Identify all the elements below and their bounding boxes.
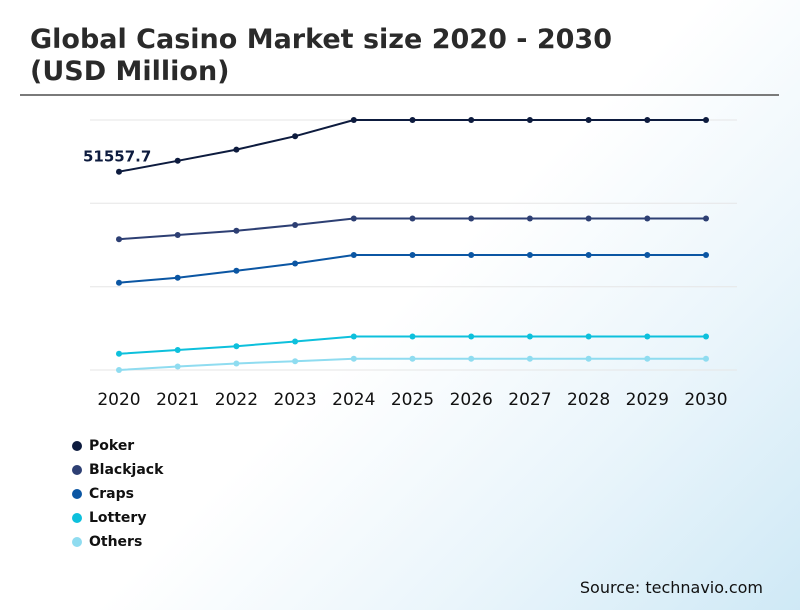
x-tick-label: 2027 xyxy=(508,390,551,410)
chart-legend: Poker Blackjack Craps Lottery Others xyxy=(72,434,163,554)
data-point-blackjack xyxy=(585,215,592,222)
data-point-craps xyxy=(703,252,709,258)
x-tick-label: 2021 xyxy=(156,390,199,410)
legend-item-poker: Poker xyxy=(72,434,163,458)
data-point-poker xyxy=(644,117,651,123)
data-point-craps xyxy=(292,260,299,267)
data-point-craps xyxy=(468,252,475,258)
data-point-lottery xyxy=(174,347,181,353)
data-point-craps xyxy=(526,252,533,258)
data-point-lottery xyxy=(292,338,299,345)
x-tick-label: 2023 xyxy=(273,390,316,410)
legend-swatch xyxy=(72,537,82,547)
data-point-others xyxy=(174,363,181,370)
data-point-lottery xyxy=(703,333,709,340)
data-point-blackjack xyxy=(703,215,709,222)
legend-item-craps: Craps xyxy=(72,482,163,506)
data-point-lottery xyxy=(116,350,122,357)
data-point-blackjack xyxy=(468,215,475,222)
data-point-poker xyxy=(585,117,592,123)
data-point-blackjack xyxy=(350,215,357,222)
data-point-craps xyxy=(585,252,592,258)
data-point-poker xyxy=(292,133,299,140)
data-label: 51557.7 xyxy=(83,148,151,166)
series-line-poker xyxy=(118,119,706,173)
data-point-poker xyxy=(468,117,475,123)
data-point-lottery xyxy=(526,333,533,340)
data-point-poker xyxy=(526,117,533,123)
data-point-blackjack xyxy=(409,215,416,222)
data-point-poker xyxy=(233,146,240,153)
data-point-blackjack xyxy=(526,215,533,222)
data-point-lottery xyxy=(233,343,240,350)
data-point-blackjack xyxy=(116,236,122,243)
data-point-others xyxy=(644,355,651,362)
data-point-blackjack xyxy=(644,215,651,222)
x-tick-label: 2026 xyxy=(450,390,493,410)
data-point-others xyxy=(233,360,240,367)
legend-label: Lottery xyxy=(89,510,147,526)
data-point-others xyxy=(585,355,592,362)
legend-item-others: Others xyxy=(72,530,163,554)
legend-swatch xyxy=(72,513,82,523)
x-tick-label: 2020 xyxy=(97,390,140,410)
data-point-blackjack xyxy=(292,222,299,228)
x-tick-label: 2024 xyxy=(332,390,375,410)
source-credit: Source: technavio.com xyxy=(579,578,763,597)
line-chart: 2020 2021 2022 2023 2024 2025 2026 2027 2028 2029… xyxy=(83,117,737,410)
legend-swatch xyxy=(72,441,82,451)
x-tick-label: 2022 xyxy=(215,390,258,410)
x-tick-label: 2025 xyxy=(391,390,434,410)
data-point-craps xyxy=(116,279,122,286)
data-point-craps xyxy=(233,267,240,274)
legend-swatch xyxy=(72,489,82,499)
data-point-craps xyxy=(644,252,651,258)
data-point-blackjack xyxy=(233,227,240,234)
data-point-lottery xyxy=(409,333,416,340)
data-point-others xyxy=(292,358,299,365)
x-tick-label: 2029 xyxy=(626,390,669,410)
data-point-poker xyxy=(409,117,416,123)
data-point-craps xyxy=(350,252,357,258)
data-point-others xyxy=(526,355,533,362)
data-point-others xyxy=(468,355,475,362)
legend-label: Blackjack xyxy=(89,462,164,478)
data-point-lottery xyxy=(468,333,475,340)
legend-label: Craps xyxy=(89,486,134,502)
title-divider xyxy=(20,94,779,96)
legend-label: Poker xyxy=(89,438,135,454)
legend-label: Others xyxy=(89,534,143,550)
series-line-craps xyxy=(118,254,706,284)
chart-title: Global Casino Market size 2020 - 2030 (U… xyxy=(30,24,730,88)
data-point-others xyxy=(703,355,709,362)
legend-swatch xyxy=(72,465,82,475)
data-point-lottery xyxy=(350,333,357,340)
data-point-others xyxy=(350,355,357,362)
data-point-craps xyxy=(409,252,416,258)
data-point-craps xyxy=(174,274,181,281)
data-point-others xyxy=(409,355,416,362)
chart-title-line-1: Global Casino Market size 2020 - 2030 xyxy=(30,24,613,55)
data-point-lottery xyxy=(644,333,651,340)
legend-item-lottery: Lottery xyxy=(72,506,163,530)
x-tick-label: 2030 xyxy=(684,390,727,410)
series-line-blackjack xyxy=(118,217,706,241)
data-point-blackjack xyxy=(174,232,181,238)
chart-title-line-2: (USD Million) xyxy=(30,56,230,87)
x-tick-label: 2028 xyxy=(567,390,610,410)
data-point-poker xyxy=(350,117,357,123)
data-point-poker xyxy=(703,117,709,123)
data-point-poker xyxy=(116,168,122,175)
data-point-poker xyxy=(174,157,181,164)
data-point-lottery xyxy=(585,333,592,340)
data-point-others xyxy=(116,367,122,373)
legend-item-blackjack: Blackjack xyxy=(72,458,163,482)
